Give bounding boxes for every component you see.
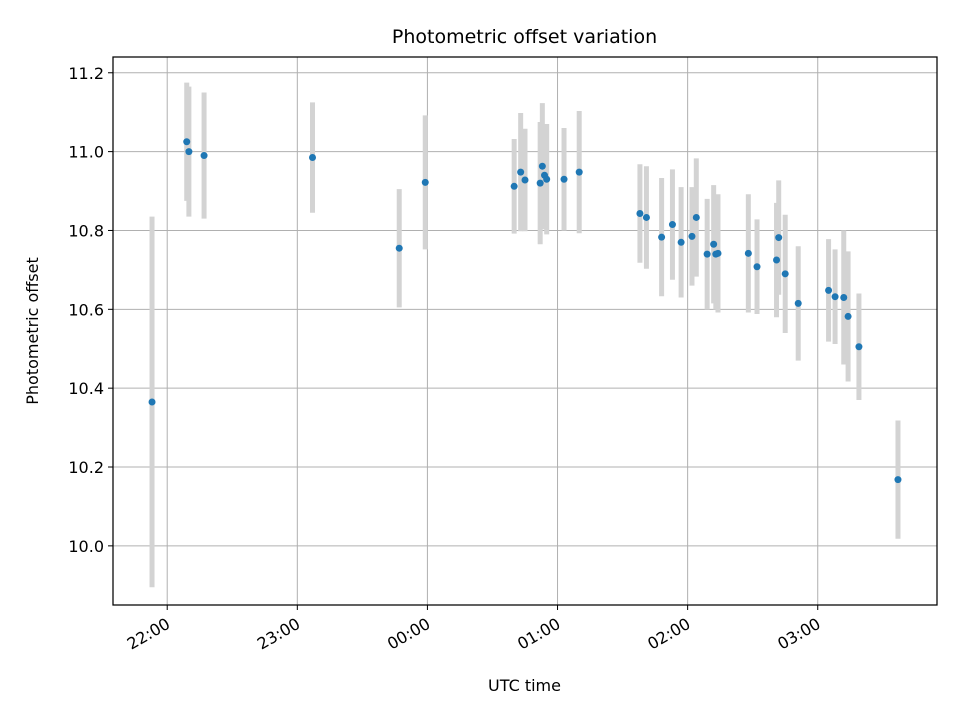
data-point xyxy=(753,263,761,271)
data-point xyxy=(714,249,722,257)
data-point xyxy=(855,343,863,351)
data-point xyxy=(421,178,429,186)
data-point xyxy=(200,152,208,160)
data-point xyxy=(692,213,700,221)
chart-title: Photometric offset variation xyxy=(392,26,657,48)
data-point xyxy=(773,256,781,264)
data-point xyxy=(781,270,789,278)
y-tick-label: 10.2 xyxy=(68,458,104,477)
data-point xyxy=(825,286,833,294)
data-point xyxy=(185,148,193,156)
data-point xyxy=(658,233,666,241)
plot-frame xyxy=(112,56,938,606)
data-point xyxy=(521,176,529,184)
y-tick-label: 11.0 xyxy=(68,143,104,162)
data-point xyxy=(395,244,403,252)
data-point xyxy=(668,221,676,229)
data-point xyxy=(575,168,583,176)
data-point xyxy=(744,249,752,257)
data-point xyxy=(543,175,551,183)
x-axis-label: UTC time xyxy=(488,676,561,695)
data-point xyxy=(560,175,568,183)
data-point xyxy=(642,213,650,221)
data-point xyxy=(538,162,546,170)
y-tick-label: 10.8 xyxy=(68,221,104,240)
data-point xyxy=(688,232,696,240)
y-axis-ticks: 10.0 10.2 10.4 10.6 10.8 11.0 11.2 xyxy=(68,64,113,556)
data-point xyxy=(894,476,902,484)
y-axis-label: Photometric offset xyxy=(23,257,42,405)
data-point xyxy=(710,240,718,248)
data-point xyxy=(636,210,644,218)
y-tick-label: 10.0 xyxy=(68,537,104,556)
data-point xyxy=(775,234,783,242)
data-point xyxy=(794,299,802,307)
data-point xyxy=(510,182,518,190)
data-point xyxy=(844,312,852,320)
y-tick-label: 10.4 xyxy=(68,379,104,398)
data-points xyxy=(148,138,902,484)
y-tick-label: 10.6 xyxy=(68,300,104,319)
data-point xyxy=(831,293,839,301)
data-point xyxy=(148,398,156,406)
data-point xyxy=(703,250,711,258)
data-point xyxy=(308,154,316,162)
data-point xyxy=(677,238,685,246)
data-point xyxy=(183,138,191,146)
data-point xyxy=(536,179,544,187)
data-point xyxy=(840,293,848,301)
y-tick-label: 11.2 xyxy=(68,64,104,83)
data-point xyxy=(517,168,525,176)
